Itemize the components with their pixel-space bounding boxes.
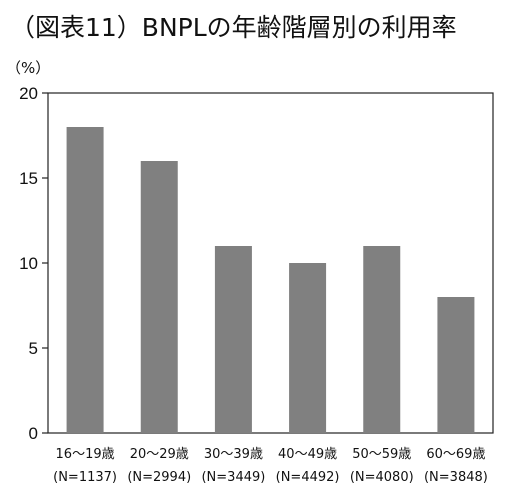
bar: [140, 161, 178, 433]
y-tick-label: 15: [19, 169, 38, 188]
x-category-label: 30～39歳: [204, 447, 263, 462]
x-category-label: 20～29歳: [130, 447, 189, 462]
x-category-sample-size: (N=4080): [350, 470, 414, 485]
bar: [214, 246, 252, 433]
bar: [363, 246, 401, 433]
x-category-label: 16～19歳: [56, 447, 115, 462]
bars: [66, 127, 475, 433]
plot-frame: [47, 92, 494, 434]
bar: [437, 297, 475, 433]
y-axis: 0 5 10 15 20: [19, 84, 48, 443]
x-category-sample-size: (N=3848): [424, 470, 488, 485]
y-tick-label: 0: [29, 424, 38, 443]
plot-area: [47, 92, 494, 434]
y-axis-unit-label: （%）: [6, 59, 50, 77]
chart-title: （図表11）BNPLの年齢階層別の利用率: [10, 13, 457, 42]
x-category-label: 40～49歳: [278, 447, 337, 462]
y-tick-label: 10: [19, 254, 38, 273]
bar: [289, 263, 327, 433]
x-category-label: 50～59歳: [352, 447, 411, 462]
y-tick-label: 20: [19, 84, 38, 103]
bar: [66, 127, 104, 433]
x-axis: 16～19歳 (N=1137) 20～29歳 (N=2994) 30～39歳 (N=344…: [53, 447, 488, 485]
x-category-sample-size: (N=2994): [127, 470, 191, 485]
x-category-label: 60～69歳: [426, 447, 485, 462]
x-category-sample-size: (N=4492): [276, 470, 340, 485]
y-tick-label: 5: [29, 339, 38, 358]
x-category-sample-size: (N=3449): [201, 470, 265, 485]
x-category-sample-size: (N=1137): [53, 470, 117, 485]
